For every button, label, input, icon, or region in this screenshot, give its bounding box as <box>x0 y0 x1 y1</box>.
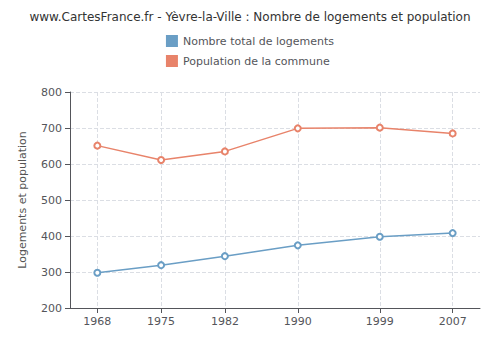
svg-text:Nombre total de logements: Nombre total de logements <box>183 35 334 48</box>
svg-text:1990: 1990 <box>284 315 312 328</box>
svg-text:Population de la commune: Population de la commune <box>183 55 330 68</box>
svg-text:www.CartesFrance.fr - Yèvre-la: www.CartesFrance.fr - Yèvre-la-Ville : N… <box>29 10 470 24</box>
svg-text:1999: 1999 <box>366 315 394 328</box>
svg-text:800: 800 <box>41 86 62 99</box>
svg-text:400: 400 <box>41 230 62 243</box>
svg-text:Logements et population: Logements et population <box>16 131 29 269</box>
svg-text:500: 500 <box>41 194 62 207</box>
svg-text:2007: 2007 <box>439 315 467 328</box>
svg-text:1982: 1982 <box>211 315 239 328</box>
svg-text:600: 600 <box>41 158 62 171</box>
svg-text:1968: 1968 <box>83 315 111 328</box>
svg-text:1975: 1975 <box>147 315 175 328</box>
svg-text:200: 200 <box>41 302 62 315</box>
svg-text:300: 300 <box>41 266 62 279</box>
svg-text:700: 700 <box>41 122 62 135</box>
